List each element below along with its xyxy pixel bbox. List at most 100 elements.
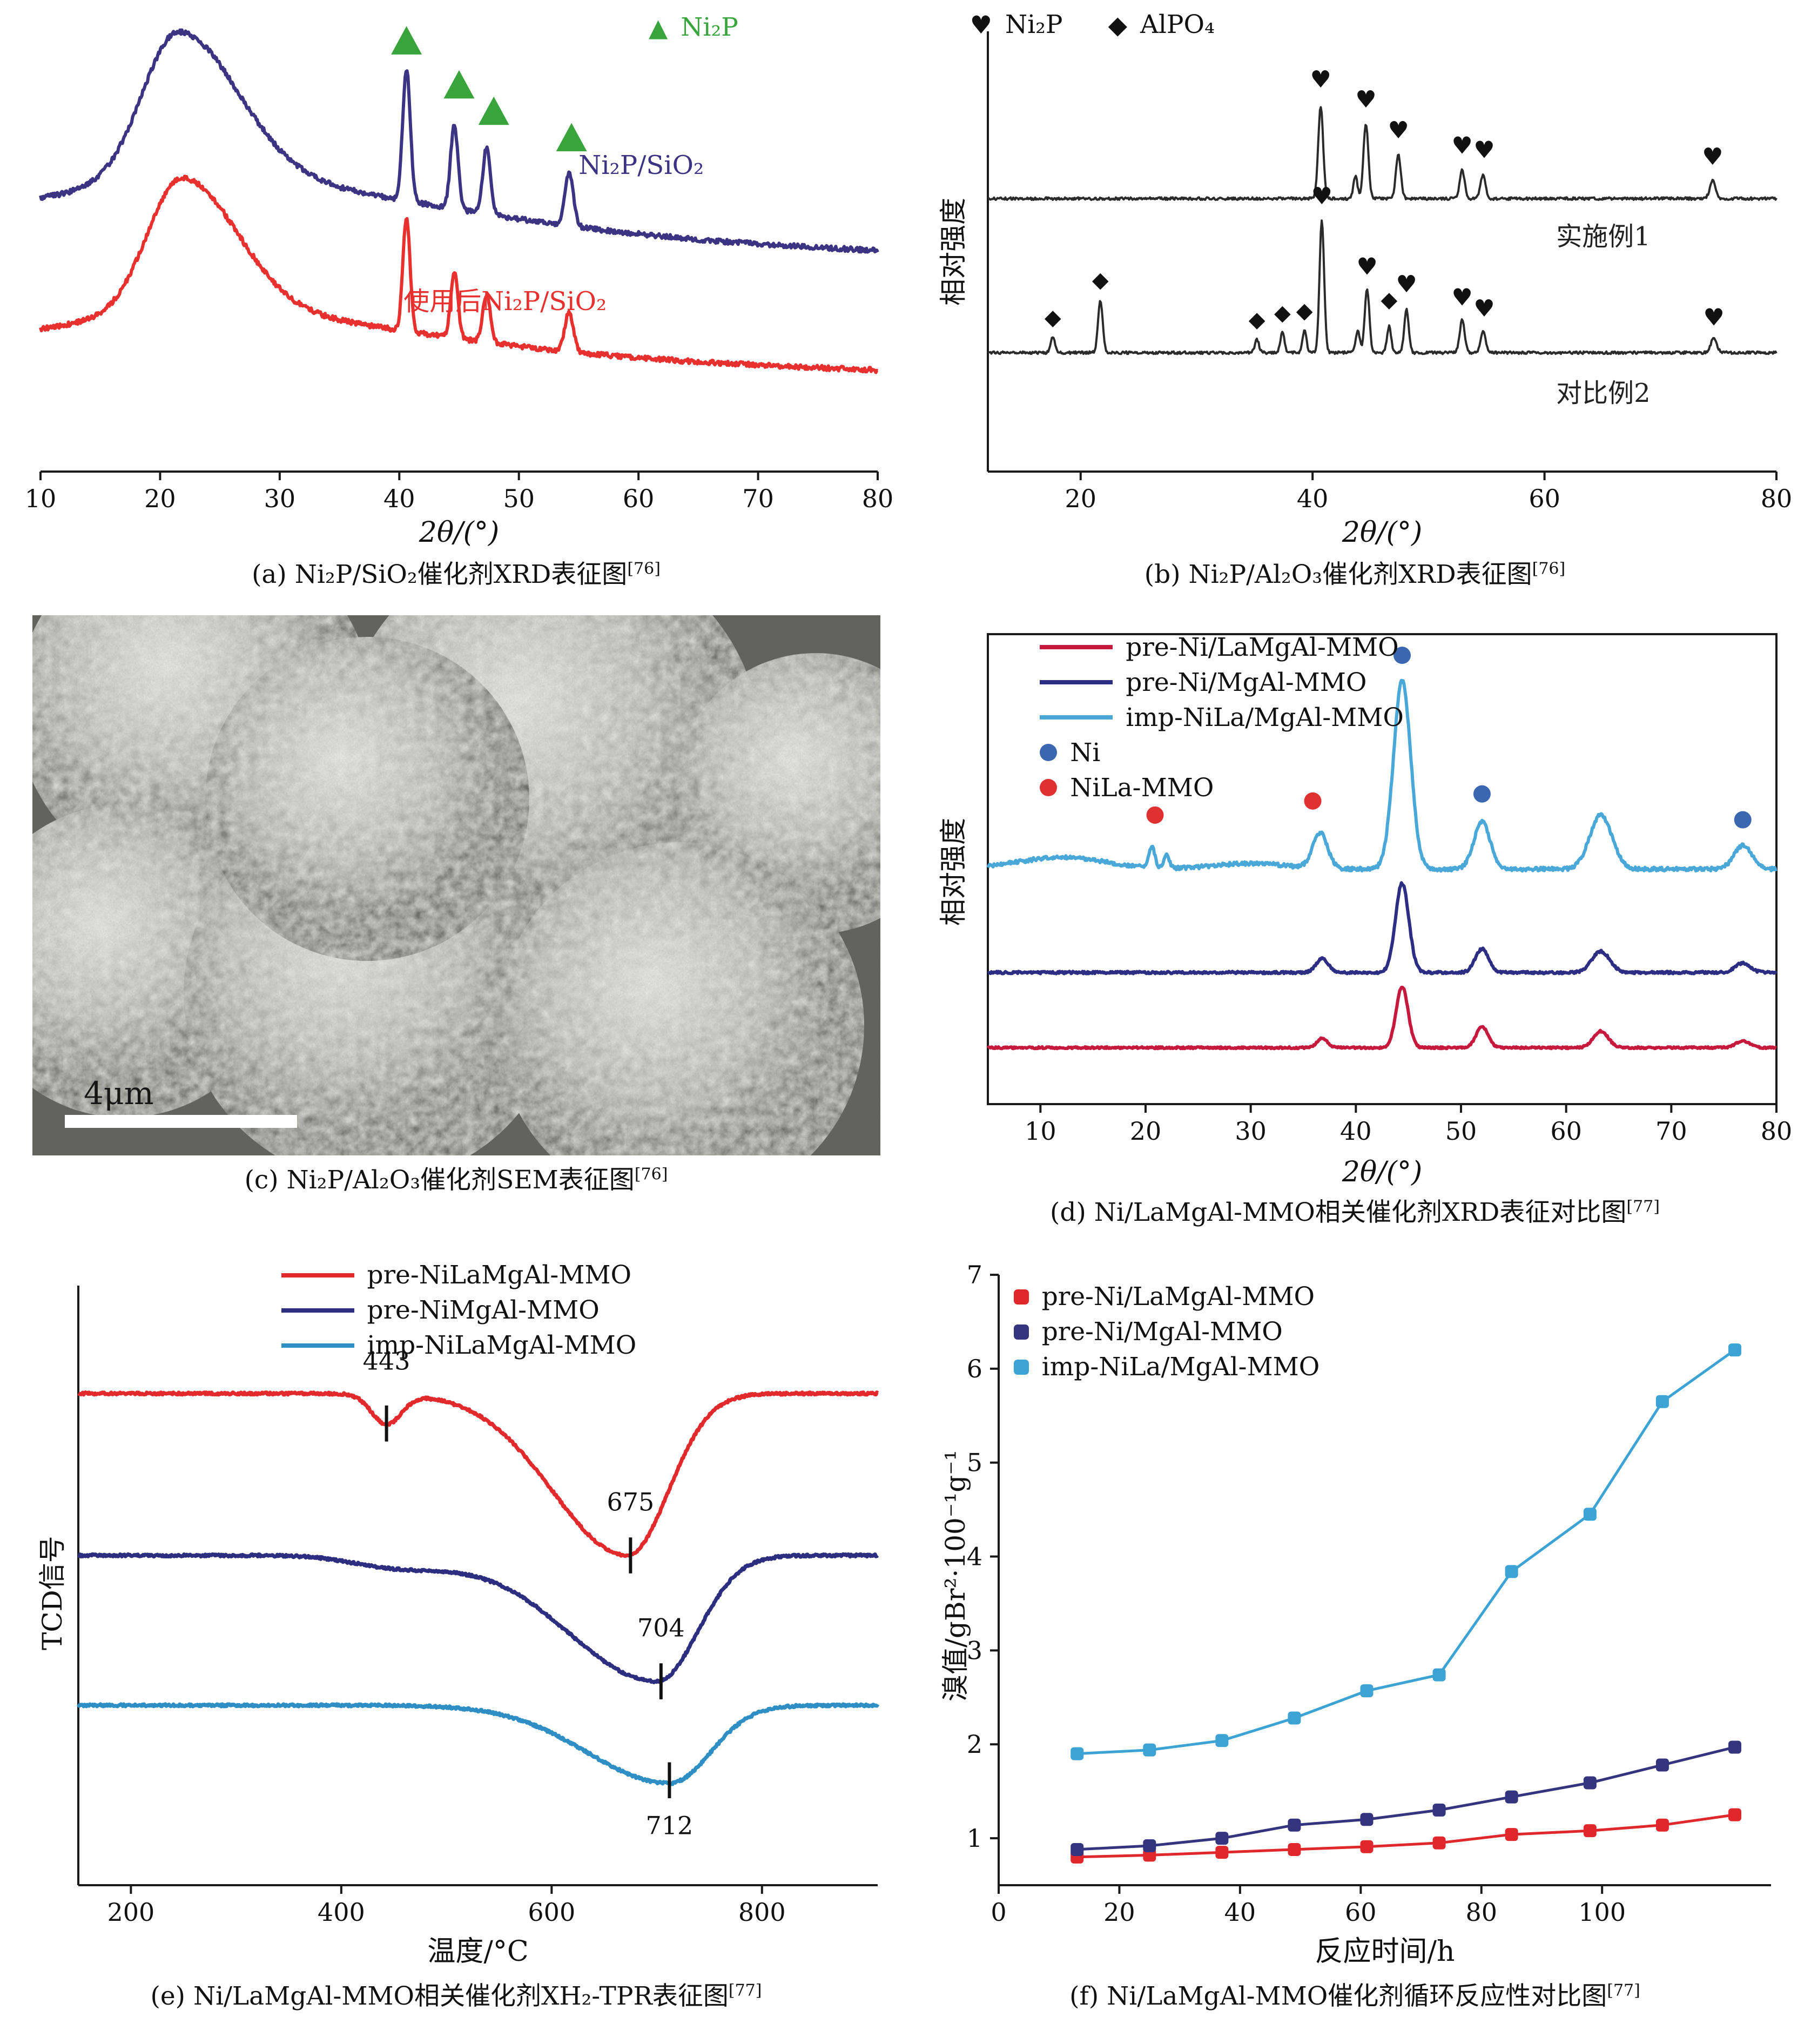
legend-square-marker-icon: [1013, 1324, 1029, 1340]
legend-entry: pre-Ni/LaMgAl-MMO: [1013, 1282, 1320, 1312]
annotation-label: 704: [637, 1613, 684, 1642]
series-curve: [987, 106, 1778, 201]
data-point-marker: [1432, 1836, 1446, 1850]
caption-c-text: (c) Ni₂P/Al₂O₃催化剂SEM表征图: [244, 1165, 635, 1195]
x-tick-label: 60: [1345, 1898, 1377, 1927]
legend-square-marker-icon: [1013, 1359, 1029, 1375]
annotation-label: 712: [645, 1811, 693, 1840]
legend-entry: pre-Ni/MgAl-MMO: [1013, 1317, 1320, 1347]
data-point-marker: [1359, 1684, 1373, 1698]
x-tick-label: 10: [24, 484, 56, 513]
data-point-marker: [1142, 1839, 1156, 1852]
data-point-marker: [1583, 1508, 1597, 1521]
data-point-marker: [1070, 1843, 1083, 1856]
legend-glyph-icon: ▲: [648, 12, 668, 42]
caption-c: (c) Ni₂P/Al₂O₃催化剂SEM表征图[76]: [245, 1159, 668, 1196]
x-axis-label: 2θ/(°): [1341, 516, 1422, 549]
legend-line-swatch-icon: [1040, 680, 1113, 685]
panel-f: 0 20 40 60 80 100 1 2 3 4 5 6 7 反应时间/h 溴值/gBr²·100⁻¹g…: [918, 1253, 1793, 2012]
curve-label: 使用后Ni₂P/SiO₂: [403, 286, 607, 317]
legend-label: pre-Ni/MgAl-MMO: [1126, 667, 1367, 697]
sem-grain-overlay: [32, 615, 880, 1155]
cycling-chart-f: 0 20 40 60 80 100 1 2 3 4 5 6 7 反应时间/h: [966, 1260, 1771, 1968]
y-tick-label: 7: [966, 1260, 982, 1289]
triangle-marker-icon: [556, 123, 587, 152]
x-tick-label: 20: [144, 484, 176, 513]
legend-label: pre-Ni/LaMgAl-MMO: [1041, 1282, 1315, 1312]
caption-d-ref: [77]: [1626, 1197, 1660, 1216]
legend-entry: ♥ Ni₂P: [970, 10, 1063, 39]
data-point-marker: [1287, 1818, 1301, 1832]
legend-entry: pre-NiLaMgAl-MMO: [281, 1260, 637, 1290]
caption-e: (e) Ni/LaMgAl-MMO相关催化剂XH₂-TPR表征图[77]: [151, 1975, 762, 2012]
series-curve: [987, 219, 1778, 355]
data-point-marker: [1070, 1747, 1083, 1760]
data-point-marker: [1215, 1832, 1228, 1845]
xrd-chart-a: 10 20 30 40 50 60 70 80 2θ/(°): [24, 26, 893, 549]
data-point-marker: [1215, 1846, 1228, 1859]
series-curve: [986, 985, 1777, 1051]
x-tick-label: 20: [1065, 484, 1096, 513]
dot-marker-icon: [1146, 806, 1164, 824]
legend-label: imp-NiLaMgAl-MMO: [367, 1330, 637, 1361]
x-axis-label: 2θ/(°): [1341, 1156, 1422, 1188]
legend-line-swatch-icon: [1040, 715, 1113, 720]
legend-label: Ni: [1070, 737, 1101, 768]
data-point-marker: [1505, 1565, 1518, 1578]
sem-image-box: 4μm: [0, 529, 956, 1209]
x-tick-label: 10: [1025, 1117, 1056, 1146]
triangle-marker-icon: [443, 70, 474, 99]
x-axis-label: 温度/°C: [427, 1935, 528, 1968]
chart-f-box: 0 20 40 60 80 100 1 2 3 4 5 6 7 反应时间/h 溴值/gBr²·100⁻¹g…: [918, 1253, 1793, 1972]
legend-entry: Ni: [1040, 738, 1404, 768]
data-point-marker: [1583, 1776, 1597, 1790]
chart-a-box: 10 20 30 40 50 60 70 80 2θ/(°) ▲ Ni₂P Ni₂P/SiO₂ 使用后…: [19, 10, 894, 550]
data-point-marker: [1142, 1743, 1156, 1757]
panel-c: 4μm (c) Ni₂P/Al₂O₃催化剂SEM表征图[76]: [0, 529, 956, 1228]
curve-label: 对比例2: [1556, 378, 1651, 408]
y-tick-label: 5: [966, 1448, 982, 1477]
caption-b: (b) Ni₂P/Al₂O₃催化剂XRD表征图[76]: [1145, 553, 1565, 590]
x-tick-label: 80: [1465, 1898, 1497, 1927]
x-tick-label: 600: [528, 1898, 575, 1927]
legend-label: pre-Ni/MgAl-MMO: [1041, 1317, 1283, 1347]
data-point-marker: [1728, 1808, 1741, 1821]
legend-label: Ni₂P: [681, 12, 738, 42]
y-axis-label: TCD信号: [36, 1536, 68, 1650]
data-point-marker: [1655, 1395, 1669, 1408]
series-line: [1076, 1745, 1735, 1851]
series-line: [1076, 1349, 1735, 1756]
series-curve: [77, 1390, 879, 1558]
data-point-marker: [1215, 1734, 1228, 1747]
dot-marker-icon: [1304, 792, 1322, 810]
legend-dot-marker-icon: [1040, 744, 1058, 762]
caption-f-text: (f) Ni/LaMgAl-MMO催化剂循环反应性对比图: [1069, 1981, 1607, 2011]
heart-marker-icon: ♥: [1388, 117, 1409, 144]
caption-d: (d) Ni/LaMgAl-MMO相关催化剂XRD表征对比图[77]: [1050, 1191, 1660, 1228]
data-point-marker: [1287, 1843, 1301, 1856]
dot-marker-icon: [1393, 647, 1411, 664]
legend-entry: imp-NiLa/MgAl-MMO: [1040, 703, 1404, 732]
scale-bar-label: 4μm: [84, 1075, 154, 1112]
data-point-marker: [1583, 1824, 1597, 1838]
x-tick-label: 30: [1235, 1117, 1267, 1146]
legend-entry: imp-NiLa/MgAl-MMO: [1013, 1352, 1319, 1382]
triangle-marker-icon: [478, 96, 509, 125]
panel-d: 10 20 30 40 50 60 70 80 2θ/(°) 相对强度 pre-Ni/LaMgAl…: [918, 615, 1793, 1228]
y-axis-label: 相对强度: [937, 818, 969, 926]
data-point-marker: [1728, 1740, 1741, 1754]
heart-marker-icon: ♥: [1355, 86, 1376, 113]
caption-d-text: (d) Ni/LaMgAl-MMO相关催化剂XRD表征对比图: [1050, 1198, 1627, 1227]
x-tick-label: 70: [742, 484, 774, 513]
caption-c-ref: [76]: [634, 1165, 668, 1184]
xrd-chart-d: 10 20 30 40 50 60 70 80 2θ/(°): [986, 633, 1792, 1188]
data-point-marker: [1505, 1828, 1518, 1841]
legend-line-swatch-icon: [281, 1273, 354, 1278]
caption-f: (f) Ni/LaMgAl-MMO催化剂循环反应性对比图[77]: [1069, 1975, 1640, 2012]
caption-e-text: (e) Ni/LaMgAl-MMO相关催化剂XH₂-TPR表征图: [150, 1981, 729, 2011]
x-tick-label: 80: [861, 484, 893, 513]
panel-b: 20 40 60 80 2θ/(°) ♥ ♥ ♥ ♥ ♥ ♥ ◆ ◆ ◆ ◆ ◆ ◆ ♥ ♥ ♥ ♥ ♥ ♥ 相对强度 ♥ Ni…: [918, 10, 1793, 590]
x-tick-label: 0: [991, 1898, 1006, 1927]
data-point-marker: [1287, 1711, 1301, 1725]
